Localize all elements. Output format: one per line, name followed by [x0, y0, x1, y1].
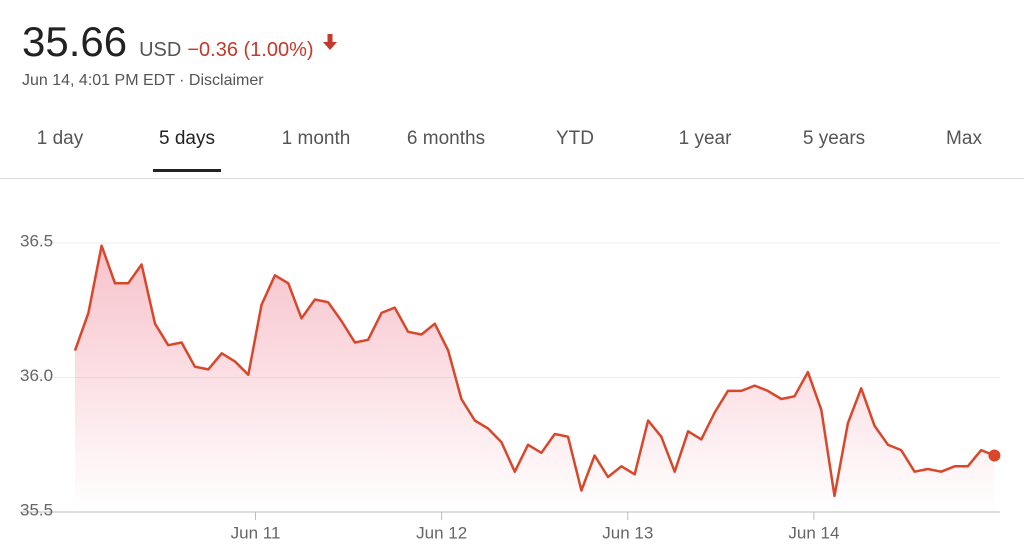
- range-tab[interactable]: 1 day: [36, 128, 84, 149]
- y-tick-label: 36.5: [20, 231, 53, 250]
- range-tab[interactable]: 6 months: [406, 128, 486, 149]
- quote-header: 35.66 USD −0.36 (1.00%) Jun 14, 4:01 PM …: [22, 18, 338, 90]
- area-fill: [75, 245, 995, 512]
- range-tab[interactable]: YTD: [556, 128, 594, 149]
- timestamp-row: Jun 14, 4:01 PM EDT · Disclaimer: [22, 72, 338, 90]
- range-tab[interactable]: 5 days: [153, 128, 221, 172]
- down-arrow: [322, 34, 337, 50]
- price-line: [73, 244, 995, 498]
- last-point: [988, 449, 1001, 462]
- x-tick-label: Jun 11: [231, 523, 281, 542]
- y-tick-label: 35.5: [20, 500, 53, 519]
- price-change: −0.36 (1.00%): [187, 39, 314, 61]
- price: 35.66: [22, 18, 128, 65]
- price-row: 35.66 USD −0.36 (1.00%): [22, 18, 338, 66]
- currency: USD: [139, 39, 182, 61]
- disclaimer-link[interactable]: Disclaimer: [188, 72, 264, 89]
- range-tab[interactable]: 5 years: [802, 128, 866, 149]
- range-tabs: 1 day 5 days 1 month 6 months YTD 1 year 5 yea…: [0, 118, 1024, 179]
- x-tick-label: Jun 14: [788, 523, 839, 542]
- y-tick-label: 36.0: [20, 366, 53, 385]
- x-tick-label: Jun 12: [416, 523, 467, 542]
- range-tab[interactable]: 1 month: [281, 128, 351, 149]
- separator: ·: [179, 72, 185, 89]
- range-tab[interactable]: Max: [946, 128, 982, 149]
- x-tick-label: Jun 13: [602, 523, 653, 542]
- range-tab[interactable]: 1 year: [678, 128, 732, 149]
- timestamp: Jun 14, 4:01 PM EDT: [22, 72, 175, 89]
